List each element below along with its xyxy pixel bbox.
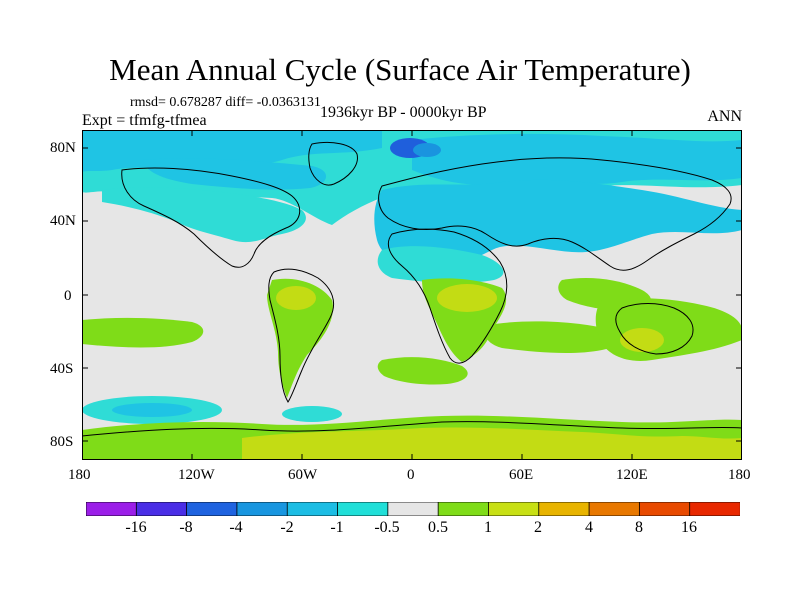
north-america-cyan-region (102, 187, 306, 243)
eurasia-cyan-region (374, 179, 742, 269)
colorbar-swatch (86, 502, 138, 516)
colorbar-swatch (488, 502, 540, 516)
south-atlantic-cyan-blob (282, 406, 342, 422)
lon-tick-0: 0 (407, 467, 415, 483)
colorbar-swatch (538, 502, 590, 516)
colorbar-label-4: 4 (585, 519, 593, 536)
coastline-africa (387, 228, 508, 364)
lat-tick-40s: 40S (50, 361, 74, 377)
canada-cyan-region (142, 158, 327, 190)
south-pacific-blue-blob (112, 403, 192, 417)
colorbar-label-16: 16 (681, 519, 697, 536)
lat-tick-40n: 40N (50, 213, 76, 229)
colorbar-label-neg0-5: -0.5 (374, 519, 400, 536)
coastlines (82, 141, 742, 437)
coastline-north-america (121, 167, 301, 268)
season-label: ANN (707, 108, 742, 125)
chart-title: Mean Annual Cycle (Surface Air Temperatu… (109, 52, 691, 87)
colorbar-label-1: 1 (484, 519, 492, 536)
lat-tick-80s: 80S (50, 434, 74, 450)
sahara-cyan-region (377, 246, 504, 284)
coastline-europe-asia (378, 157, 732, 271)
map-ticks (82, 130, 742, 460)
colorbar (86, 502, 740, 516)
lon-tick-120e: 120E (616, 467, 648, 483)
experiment-label: Expt = tfmfg-tfmea (82, 112, 207, 129)
colorbar-swatch (286, 502, 339, 516)
colorbar-swatch (437, 502, 490, 516)
period-label: 1936kyr BP - 0000kyr BP (320, 104, 487, 121)
lon-tick-120w: 120W (178, 467, 215, 483)
colorbar-swatch (236, 502, 288, 516)
siberia-cyan-region (412, 133, 742, 185)
arctic-light-blue-patch (413, 143, 441, 157)
lon-tick-180-left: 180 (68, 467, 91, 483)
south-atlantic-green-band (377, 357, 468, 385)
amazon-yellow-green-patch (276, 286, 316, 310)
coastline-antarctica (82, 421, 742, 437)
colorbar-label-0-5: 0.5 (428, 519, 448, 536)
indian-ocean-green-band (485, 321, 621, 354)
colorbar-label-neg4: -4 (229, 519, 243, 536)
south-america-green-region (267, 278, 333, 398)
coastline-australia (615, 303, 694, 355)
coastline-south-america (268, 268, 334, 403)
lat-tick-0: 0 (64, 288, 72, 304)
colorbar-swatch (387, 502, 439, 516)
colorbar-swatch (638, 502, 691, 516)
lon-tick-180-right: 180 (728, 467, 751, 483)
colorbar-label-neg8: -8 (179, 519, 193, 536)
anomaly-map (82, 130, 742, 460)
colorbar-label-8: 8 (635, 519, 643, 536)
colorbar-swatch (689, 502, 740, 516)
lon-tick-60e: 60E (509, 467, 534, 483)
antarctica-yellow-green-band (242, 427, 742, 460)
lat-tick-80n: 80N (50, 140, 76, 156)
colorbar-label-neg2: -2 (280, 519, 294, 536)
coastline-greenland (308, 141, 358, 186)
colorbar-swatch (135, 502, 188, 516)
colorbar-swatch (337, 502, 389, 516)
colorbar-swatch (186, 502, 238, 516)
colorbar-label-neg1: -1 (330, 519, 344, 536)
lon-tick-60w: 60W (288, 467, 318, 483)
colorbar-label-neg16: -16 (125, 519, 147, 536)
colorbar-swatch (588, 502, 641, 516)
africa-yellow-green-patch (437, 284, 497, 312)
stats-text: rmsd= 0.678287 diff= -0.0363131 (130, 95, 321, 110)
colorbar-label-2: 2 (534, 519, 542, 536)
south-pacific-green-band (82, 317, 204, 348)
australia-yellow-green-patch (620, 328, 664, 352)
